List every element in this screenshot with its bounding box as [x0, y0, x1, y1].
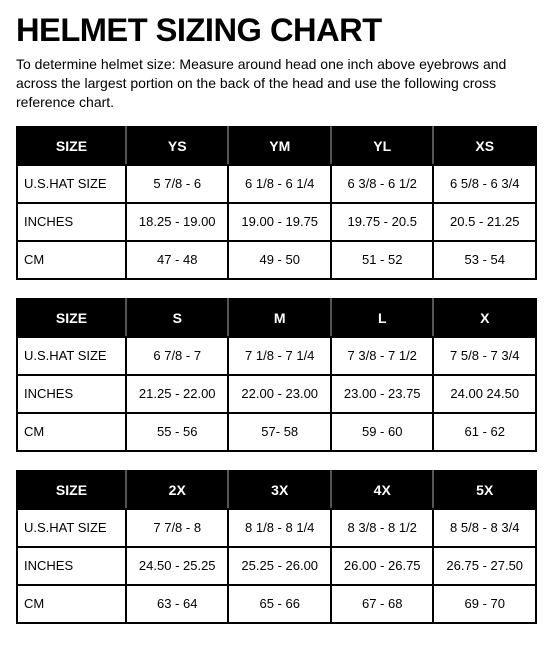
sizing-table-1: SIZESMLXU.S.HAT SIZE6 7/8 - 77 1/8 - 7 1… — [16, 298, 537, 452]
col-header-ym: YM — [228, 127, 331, 165]
row-cm-label: CM — [17, 241, 126, 279]
table-row: CM55 - 5657- 5859 - 6061 - 62 — [17, 413, 536, 451]
col-header-size: SIZE — [17, 471, 126, 509]
col-header-l: L — [331, 299, 434, 337]
col-header-xs: XS — [433, 127, 536, 165]
cell: 67 - 68 — [331, 585, 434, 623]
cell: 47 - 48 — [126, 241, 229, 279]
table-row: U.S.HAT SIZE7 7/8 - 88 1/8 - 8 1/48 3/8 … — [17, 509, 536, 547]
col-header-s: S — [126, 299, 229, 337]
cell: 57- 58 — [228, 413, 331, 451]
cell: 8 3/8 - 8 1/2 — [331, 509, 434, 547]
table-row: INCHES21.25 - 22.0022.00 - 23.0023.00 - … — [17, 375, 536, 413]
cell: 6 3/8 - 6 1/2 — [331, 165, 434, 203]
cell: 24.00 24.50 — [433, 375, 536, 413]
cell: 8 1/8 - 8 1/4 — [228, 509, 331, 547]
sizing-instructions: To determine helmet size: Measure around… — [16, 55, 536, 112]
table-row: CM47 - 4849 - 5051 - 5253 - 54 — [17, 241, 536, 279]
cell: 63 - 64 — [126, 585, 229, 623]
row-hat-label: U.S.HAT SIZE — [17, 165, 126, 203]
cell: 19.75 - 20.5 — [331, 203, 434, 241]
cell: 49 - 50 — [228, 241, 331, 279]
sizing-table-0: SIZEYSYMYLXSU.S.HAT SIZE5 7/8 - 66 1/8 -… — [16, 126, 537, 280]
cell: 61 - 62 — [433, 413, 536, 451]
cell: 7 3/8 - 7 1/2 — [331, 337, 434, 375]
col-header-m: M — [228, 299, 331, 337]
col-header-size: SIZE — [17, 299, 126, 337]
col-header-5x: 5X — [433, 471, 536, 509]
cell: 21.25 - 22.00 — [126, 375, 229, 413]
table-row: CM63 - 6465 - 6667 - 6869 - 70 — [17, 585, 536, 623]
cell: 18.25 - 19.00 — [126, 203, 229, 241]
col-header-4x: 4X — [331, 471, 434, 509]
col-header-2x: 2X — [126, 471, 229, 509]
row-cm-label: CM — [17, 413, 126, 451]
cell: 7 1/8 - 7 1/4 — [228, 337, 331, 375]
table-row: U.S.HAT SIZE6 7/8 - 77 1/8 - 7 1/47 3/8 … — [17, 337, 536, 375]
cell: 6 1/8 - 6 1/4 — [228, 165, 331, 203]
page-title: HELMET SIZING CHART — [16, 12, 547, 49]
sizing-table-2: SIZE2X3X4X5XU.S.HAT SIZE7 7/8 - 88 1/8 -… — [16, 470, 537, 624]
col-header-3x: 3X — [228, 471, 331, 509]
col-header-yl: YL — [331, 127, 434, 165]
cell: 23.00 - 23.75 — [331, 375, 434, 413]
cell: 24.50 - 25.25 — [126, 547, 229, 585]
col-header-ys: YS — [126, 127, 229, 165]
cell: 20.5 - 21.25 — [433, 203, 536, 241]
sizing-tables: SIZEYSYMYLXSU.S.HAT SIZE5 7/8 - 66 1/8 -… — [16, 126, 537, 624]
cell: 25.25 - 26.00 — [228, 547, 331, 585]
cell: 26.00 - 26.75 — [331, 547, 434, 585]
row-inches-label: INCHES — [17, 547, 126, 585]
col-header-size: SIZE — [17, 127, 126, 165]
table-row: INCHES24.50 - 25.2525.25 - 26.0026.00 - … — [17, 547, 536, 585]
row-inches-label: INCHES — [17, 203, 126, 241]
cell: 26.75 - 27.50 — [433, 547, 536, 585]
cell: 53 - 54 — [433, 241, 536, 279]
table-row: INCHES18.25 - 19.0019.00 - 19.7519.75 - … — [17, 203, 536, 241]
cell: 7 7/8 - 8 — [126, 509, 229, 547]
cell: 8 5/8 - 8 3/4 — [433, 509, 536, 547]
cell: 5 7/8 - 6 — [126, 165, 229, 203]
cell: 22.00 - 23.00 — [228, 375, 331, 413]
cell: 59 - 60 — [331, 413, 434, 451]
cell: 55 - 56 — [126, 413, 229, 451]
row-hat-label: U.S.HAT SIZE — [17, 337, 126, 375]
cell: 6 7/8 - 7 — [126, 337, 229, 375]
row-inches-label: INCHES — [17, 375, 126, 413]
col-header-x: X — [433, 299, 536, 337]
cell: 19.00 - 19.75 — [228, 203, 331, 241]
cell: 69 - 70 — [433, 585, 536, 623]
cell: 6 5/8 - 6 3/4 — [433, 165, 536, 203]
row-hat-label: U.S.HAT SIZE — [17, 509, 126, 547]
cell: 65 - 66 — [228, 585, 331, 623]
cell: 7 5/8 - 7 3/4 — [433, 337, 536, 375]
table-row: U.S.HAT SIZE5 7/8 - 66 1/8 - 6 1/46 3/8 … — [17, 165, 536, 203]
cell: 51 - 52 — [331, 241, 434, 279]
row-cm-label: CM — [17, 585, 126, 623]
